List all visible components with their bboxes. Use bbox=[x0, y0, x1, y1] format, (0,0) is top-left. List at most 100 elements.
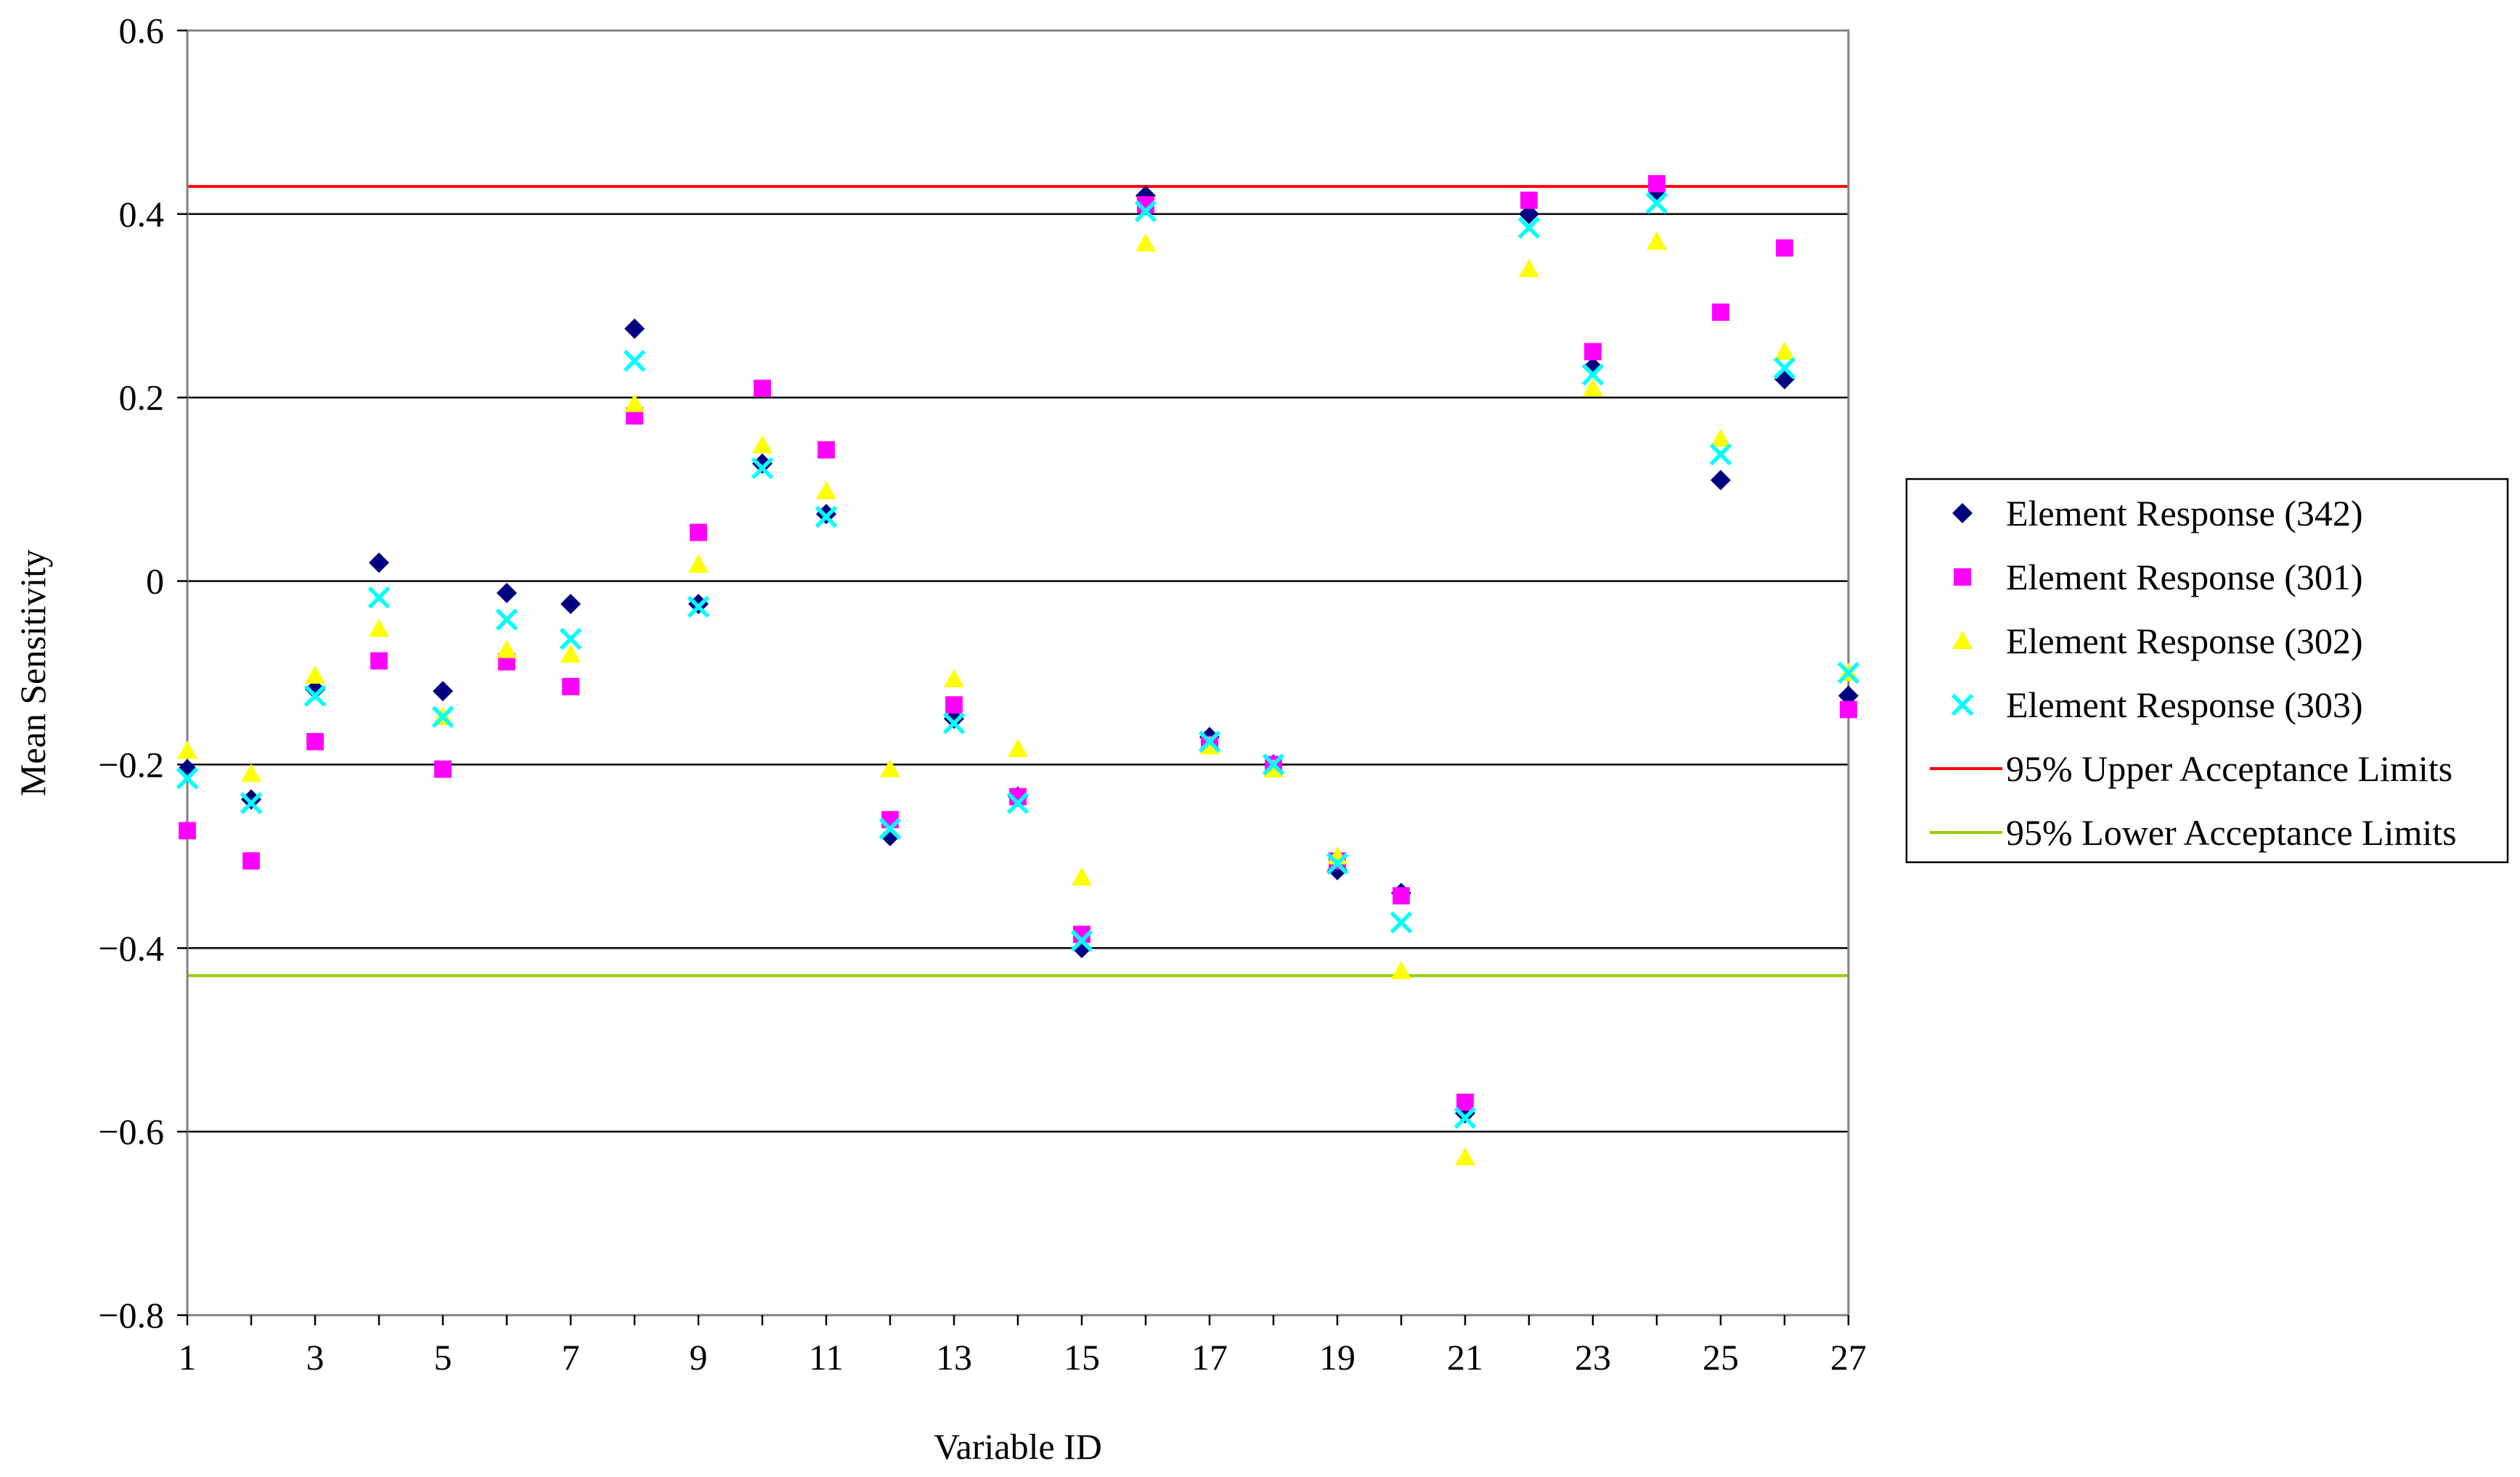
data-point bbox=[305, 665, 325, 684]
data-point bbox=[945, 696, 963, 714]
x-tick-label: 9 bbox=[690, 1337, 708, 1378]
data-point bbox=[687, 595, 710, 618]
legend-box bbox=[1905, 478, 2509, 864]
legend: Element Response (342) Element Response (… bbox=[1905, 478, 2509, 864]
data-point bbox=[1648, 175, 1665, 193]
data-point bbox=[1517, 216, 1541, 240]
data-point bbox=[1581, 363, 1604, 386]
legend-marker bbox=[1951, 693, 1974, 716]
data-point bbox=[1710, 428, 1731, 447]
data-point bbox=[497, 583, 517, 604]
x-tick-label: 21 bbox=[1447, 1337, 1483, 1378]
y-axis-label: Mean Sensitivity bbox=[12, 549, 53, 796]
data-point bbox=[560, 594, 581, 615]
data-point bbox=[1453, 1106, 1477, 1129]
data-point bbox=[1326, 852, 1349, 875]
data-point bbox=[1712, 303, 1729, 322]
data-point bbox=[1774, 369, 1795, 390]
x-tick-label: 13 bbox=[936, 1337, 972, 1378]
data-point bbox=[1390, 911, 1413, 934]
x-tick-label: 27 bbox=[1830, 1337, 1867, 1378]
series-diamond bbox=[177, 185, 1859, 1124]
legend-label: Element Response (303) bbox=[2006, 684, 2363, 725]
data-point bbox=[241, 789, 261, 810]
data-point bbox=[370, 652, 388, 670]
data-point bbox=[1456, 1093, 1474, 1111]
data-point bbox=[1263, 758, 1284, 777]
legend-label: Element Response (342) bbox=[2006, 493, 2363, 533]
data-point bbox=[562, 678, 579, 695]
data-point bbox=[1776, 239, 1793, 257]
legend-marker bbox=[1952, 503, 1973, 523]
data-point bbox=[1774, 341, 1795, 360]
legend-label: Element Response (301) bbox=[2006, 557, 2363, 597]
acceptance-limit-lines bbox=[187, 184, 1848, 978]
data-point bbox=[1391, 960, 1411, 980]
data-point bbox=[433, 681, 453, 702]
data-point bbox=[240, 792, 263, 814]
data-point bbox=[751, 457, 774, 480]
data-point bbox=[1583, 378, 1603, 397]
series-square bbox=[179, 175, 1857, 1111]
data-point bbox=[1198, 730, 1221, 753]
y-tick-label: 0.4 bbox=[119, 194, 165, 234]
x-tick-label: 1 bbox=[179, 1337, 197, 1378]
y-tick-label: −0.8 bbox=[98, 1295, 164, 1335]
data-point bbox=[752, 453, 772, 474]
data-point bbox=[1838, 685, 1859, 706]
data-point bbox=[1840, 700, 1857, 719]
x-tick-label: 19 bbox=[1319, 1337, 1355, 1378]
data-point bbox=[752, 435, 772, 454]
data-point bbox=[690, 523, 707, 541]
data-point bbox=[1070, 929, 1093, 952]
data-point bbox=[754, 380, 771, 397]
data-point bbox=[1837, 661, 1860, 684]
data-point bbox=[1199, 736, 1220, 755]
data-point bbox=[1647, 231, 1667, 250]
x-tick-label: 15 bbox=[1064, 1337, 1100, 1378]
data-point bbox=[367, 586, 391, 609]
axes: −0.8−0.6−0.4−0.200.20.40.61 3 5 7 9 11 13 15 17 1… bbox=[98, 10, 1867, 1378]
legend-marker bbox=[1954, 568, 1971, 586]
x-tick-label: 3 bbox=[306, 1337, 325, 1378]
data-point bbox=[944, 668, 964, 688]
data-point bbox=[1008, 738, 1028, 758]
data-point bbox=[624, 318, 645, 339]
data-point bbox=[1006, 792, 1029, 814]
data-point bbox=[177, 740, 197, 759]
data-point bbox=[944, 708, 964, 729]
data-point bbox=[1519, 258, 1539, 277]
data-point bbox=[878, 817, 902, 840]
data-point bbox=[880, 758, 900, 777]
y-tick-label: −0.4 bbox=[98, 928, 164, 968]
data-point bbox=[176, 767, 199, 790]
data-point bbox=[495, 608, 518, 631]
data-point bbox=[1709, 443, 1732, 466]
x-tick-label: 25 bbox=[1703, 1337, 1739, 1378]
data-point bbox=[1392, 887, 1410, 905]
y-tick-label: 0 bbox=[146, 561, 164, 602]
data-point bbox=[306, 732, 324, 750]
data-point bbox=[303, 684, 327, 707]
data-point bbox=[1262, 753, 1285, 776]
data-point bbox=[688, 554, 709, 573]
data-point bbox=[1519, 203, 1539, 224]
data-point bbox=[369, 552, 389, 573]
plot-area bbox=[186, 29, 1850, 1317]
x-tick-label: 5 bbox=[434, 1337, 452, 1378]
data-point bbox=[1072, 867, 1092, 886]
data-point bbox=[1773, 357, 1796, 380]
data-point bbox=[1645, 192, 1668, 214]
legend-label: Element Response (302) bbox=[2006, 621, 2363, 661]
data-point bbox=[815, 505, 838, 528]
data-point bbox=[560, 644, 581, 663]
y-tick-label: −0.2 bbox=[98, 744, 164, 785]
x-tick-label: 7 bbox=[562, 1337, 580, 1378]
series-triangle bbox=[177, 231, 1859, 1166]
x-tick-label: 11 bbox=[809, 1337, 844, 1378]
data-point bbox=[497, 639, 517, 658]
data-point bbox=[1134, 200, 1157, 223]
y-tick-label: 0.6 bbox=[119, 10, 165, 51]
series-x bbox=[176, 192, 1860, 1129]
